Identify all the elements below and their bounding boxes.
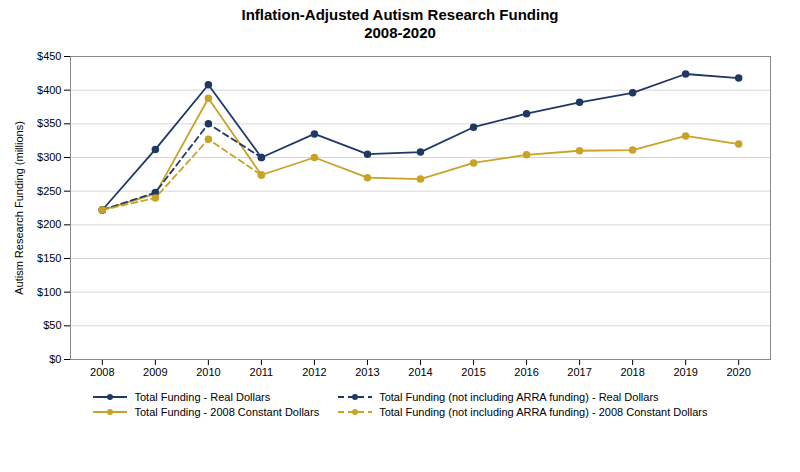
svg-text:2018: 2018 xyxy=(620,366,644,378)
svg-text:Autism Research Funding (milli: Autism Research Funding (millions) xyxy=(13,121,25,295)
html-text:Total Funding (not including A: Total Funding (not including ARRA fundin… xyxy=(379,391,659,403)
svg-text:2013: 2013 xyxy=(355,366,379,378)
svg-text:2016: 2016 xyxy=(514,366,538,378)
html-text:Total Funding - 2008 Constant: Total Funding - 2008 Constant Dollars xyxy=(134,406,320,418)
svg-text:$300: $300 xyxy=(37,151,61,163)
svg-text:2010: 2010 xyxy=(196,366,220,378)
svg-text:$250: $250 xyxy=(37,185,61,197)
svg-text:2019: 2019 xyxy=(673,366,697,378)
svg-text:2017: 2017 xyxy=(567,366,591,378)
svg-text:2014: 2014 xyxy=(408,366,432,378)
svg-text:2012: 2012 xyxy=(302,366,326,378)
svg-text:2015: 2015 xyxy=(461,366,485,378)
svg-text:2020: 2020 xyxy=(726,366,750,378)
svg-text:$100: $100 xyxy=(37,286,61,298)
svg-text:2011: 2011 xyxy=(250,366,274,378)
svg-text:$350: $350 xyxy=(37,117,61,129)
svg-text:2008: 2008 xyxy=(90,366,114,378)
html-text:Total Funding - Real Dollars: Total Funding - Real Dollars xyxy=(134,391,271,403)
svg-text:$50: $50 xyxy=(43,319,61,331)
svg-text:2009: 2009 xyxy=(143,366,167,378)
html-text:Total Funding (not including A: Total Funding (not including ARRA fundin… xyxy=(379,406,708,418)
svg-text:$200: $200 xyxy=(37,218,61,230)
svg-text:$450: $450 xyxy=(37,50,61,62)
svg-text:$400: $400 xyxy=(37,84,61,96)
svg-text:$0: $0 xyxy=(49,353,61,365)
svg-text:$150: $150 xyxy=(37,252,61,264)
html-text:Inflation-Adjusted Autism Rese: Inflation-Adjusted Autism Research Fundi… xyxy=(241,6,559,41)
